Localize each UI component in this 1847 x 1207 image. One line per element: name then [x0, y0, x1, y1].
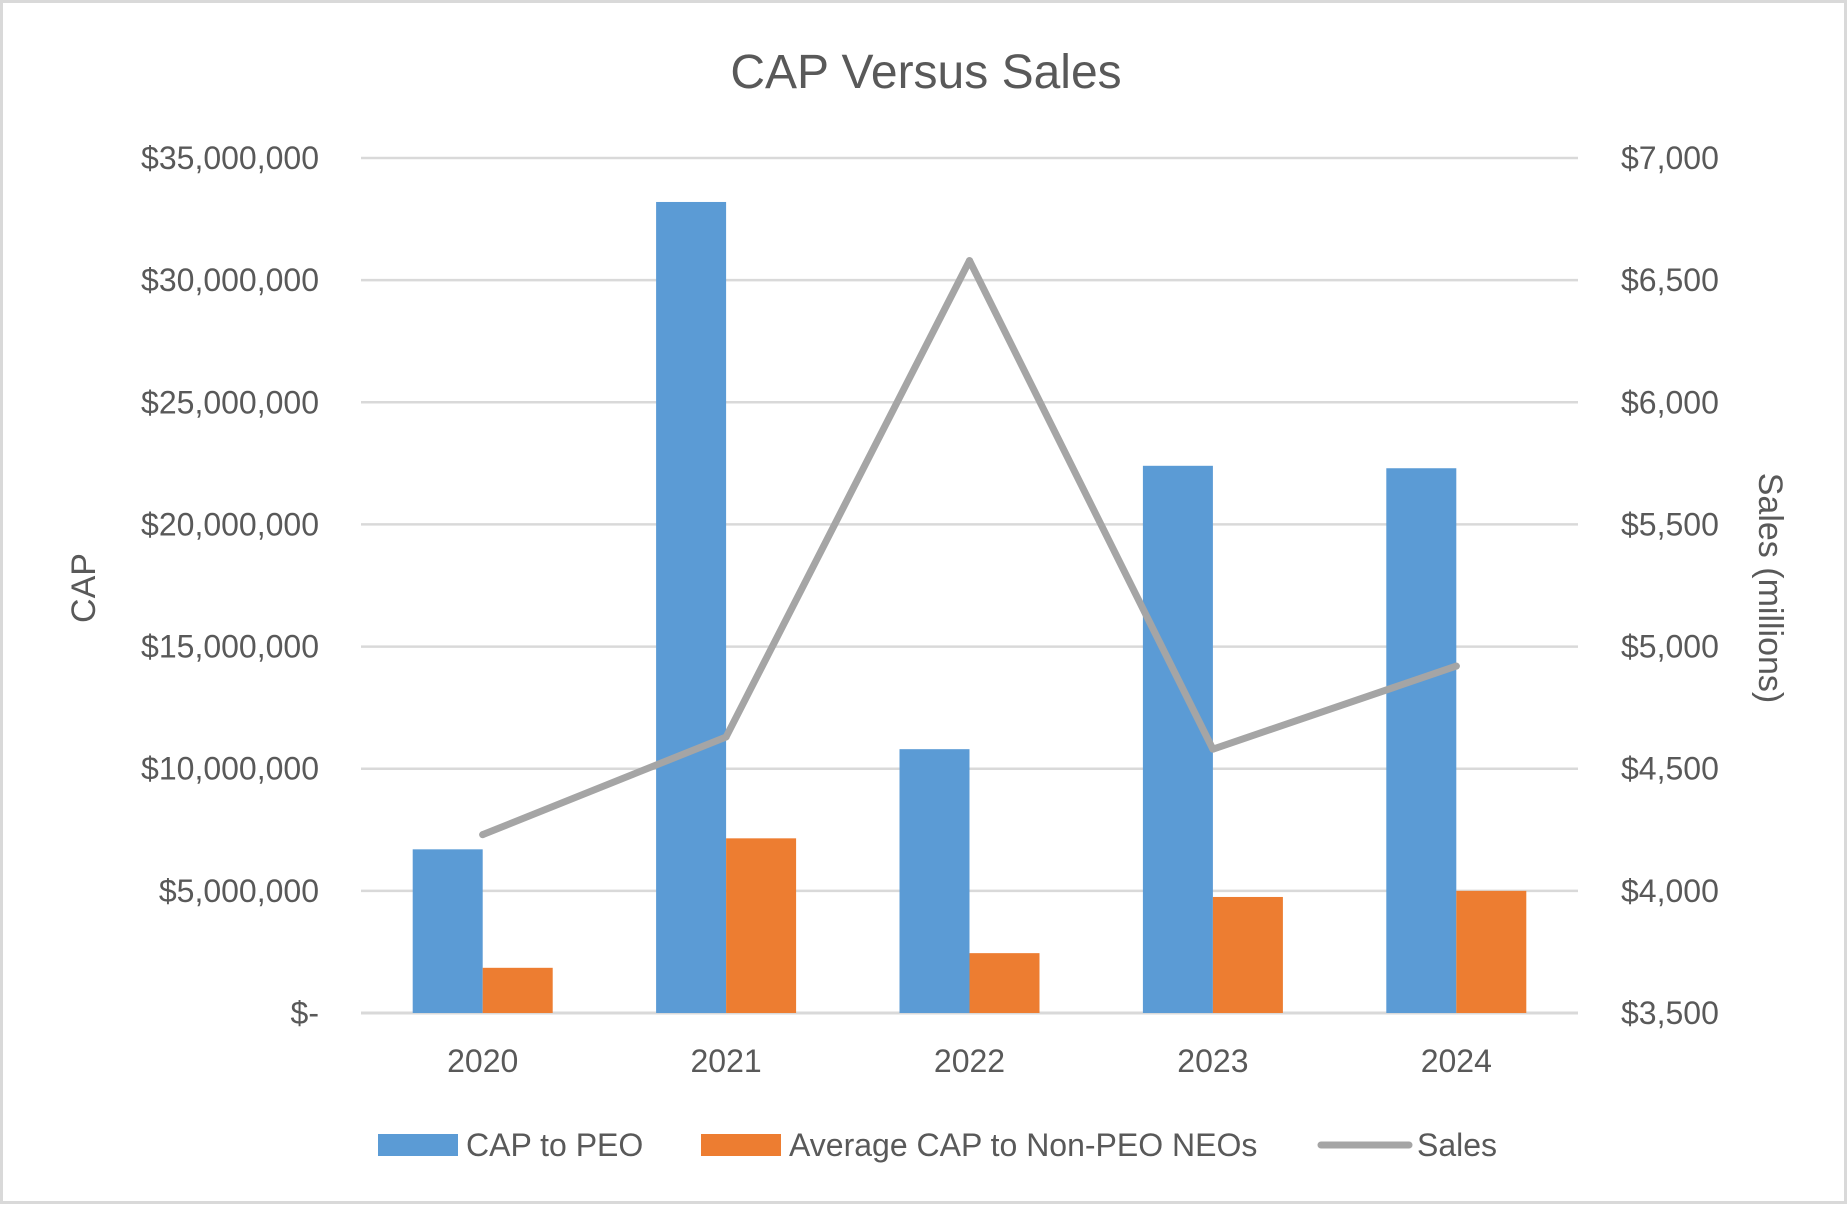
y-tick-label: $35,000,000 [141, 140, 319, 176]
legend-label: Average CAP to Non-PEO NEOs [789, 1127, 1257, 1163]
legend-item-cap-to-peo: CAP to PEO [378, 1127, 643, 1163]
sales-point-2023 [1209, 745, 1217, 753]
x-tick-label: 2020 [447, 1043, 518, 1079]
sales-point-2020 [479, 831, 487, 839]
y2-tick-label: $4,000 [1621, 873, 1719, 909]
bar-cap-to-peo-2023 [1142, 465, 1213, 1013]
sales-point-2021 [722, 733, 730, 741]
y-tick-label: $30,000,000 [141, 262, 319, 298]
bar-cap-to-peo-2021 [656, 201, 727, 1013]
legend-item-avg-cap-non-peo: Average CAP to Non-PEO NEOs [701, 1127, 1257, 1163]
x-tick-label: 2023 [1177, 1043, 1248, 1079]
y2-tick-label: $6,000 [1621, 384, 1719, 420]
y2-tick-label: $7,000 [1621, 140, 1719, 176]
bar-avg-cap-non-peo-2022 [969, 953, 1040, 1013]
sales-point-2022 [966, 257, 973, 265]
chart-svg: CAP Versus Sales $- $5,000,000 $10,000,000… [65, 46, 1789, 1163]
legend: CAP to PEO Average CAP to Non-PEO NEOs Sal… [378, 1127, 1497, 1163]
bar-avg-cap-non-peo-2023 [1212, 896, 1283, 1013]
x-tick-label: 2024 [1421, 1043, 1492, 1079]
sales-line [479, 257, 1460, 839]
y2-tick-label: $3,500 [1621, 995, 1719, 1031]
y2-axis-title: Sales (millions) [1751, 473, 1789, 704]
y-tick-label: $20,000,000 [141, 506, 319, 542]
sales-point-2024 [1452, 662, 1460, 670]
y-tick-label: $15,000,000 [141, 629, 319, 665]
y2-tick-label: $6,500 [1621, 262, 1719, 298]
y-axis-title: CAP [65, 553, 103, 623]
bar-cap-to-peo-2024 [1386, 468, 1457, 1013]
bar-avg-cap-non-peo-2024 [1456, 890, 1527, 1013]
x-tick-label: 2021 [691, 1043, 762, 1079]
sales-line-layer [479, 257, 1460, 839]
y2-tick-label: $5,000 [1621, 629, 1719, 665]
y-tick-label: $- [291, 995, 319, 1031]
y2-tick-label: $4,500 [1621, 751, 1719, 787]
bar-cap-to-peo-2022 [899, 749, 970, 1013]
legend-label: Sales [1417, 1127, 1497, 1163]
legend-swatch [701, 1134, 781, 1156]
legend-item-sales: Sales [1317, 1127, 1497, 1163]
y-tick-label: $5,000,000 [159, 873, 319, 909]
chart-title: CAP Versus Sales [730, 46, 1121, 99]
bars [412, 201, 1527, 1013]
bar-avg-cap-non-peo-2020 [482, 967, 553, 1013]
x-tick-label: 2022 [934, 1043, 1005, 1079]
legend-swatch [378, 1134, 458, 1156]
bar-cap-to-peo-2020 [412, 849, 483, 1013]
axes: $- $5,000,000 $10,000,000 $15,000,000 $20,00… [141, 140, 1719, 1079]
y2-tick-label: $5,500 [1621, 506, 1719, 542]
legend-label: CAP to PEO [466, 1127, 643, 1163]
bar-avg-cap-non-peo-2021 [726, 838, 797, 1013]
gridlines [361, 156, 1578, 1015]
y-tick-label: $10,000,000 [141, 751, 319, 787]
y-tick-label: $25,000,000 [141, 384, 319, 420]
